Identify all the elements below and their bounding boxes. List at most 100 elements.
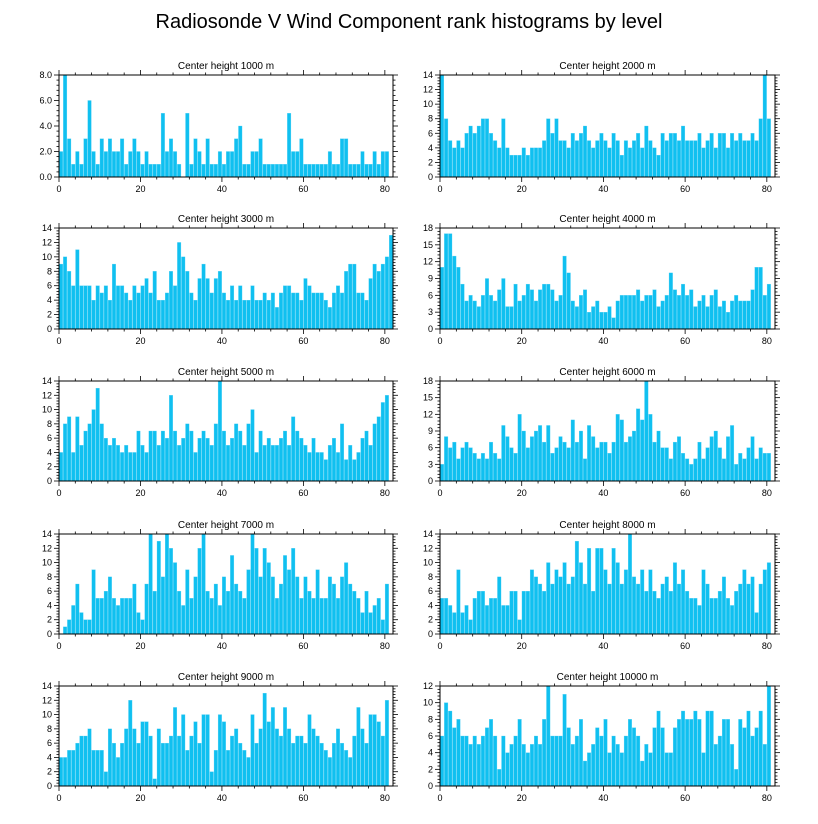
histogram-bar bbox=[677, 140, 681, 178]
panel-title: Center height 1000 m bbox=[178, 61, 274, 72]
histogram-bar bbox=[287, 113, 292, 178]
histogram-bar bbox=[742, 458, 747, 482]
histogram-bar bbox=[364, 742, 369, 787]
histogram-bar bbox=[132, 583, 137, 635]
histogram-bar bbox=[452, 255, 457, 330]
histogram-bar bbox=[380, 263, 385, 330]
histogram-bar bbox=[546, 425, 551, 482]
histogram-bar bbox=[509, 590, 514, 635]
histogram-bar bbox=[266, 299, 271, 330]
histogram-bar bbox=[558, 576, 563, 635]
histogram-bar bbox=[295, 430, 300, 482]
histogram-bar bbox=[63, 256, 68, 330]
histogram-bar bbox=[701, 569, 706, 635]
histogram-bar bbox=[664, 752, 669, 787]
panel-title: Center height 2000 m bbox=[559, 61, 655, 72]
histogram-bar bbox=[632, 295, 637, 330]
histogram-bar bbox=[226, 750, 230, 787]
y-tick-label: 4.0 bbox=[39, 121, 52, 131]
histogram-bar bbox=[116, 605, 120, 635]
histogram-bar bbox=[95, 750, 100, 787]
histogram-bar bbox=[319, 742, 324, 787]
histogram-bar bbox=[107, 299, 112, 330]
histogram-bar bbox=[480, 453, 485, 482]
histogram-bar bbox=[234, 423, 239, 482]
histogram-bar bbox=[599, 312, 604, 330]
y-tick-label: 6 bbox=[428, 290, 433, 300]
histogram-bar bbox=[542, 719, 547, 787]
y-tick-label: 12 bbox=[423, 681, 433, 691]
histogram-bar bbox=[107, 576, 112, 635]
histogram-bar bbox=[762, 744, 767, 787]
histogram-bar bbox=[209, 445, 214, 482]
histogram-bar bbox=[644, 380, 649, 482]
histogram-bar bbox=[169, 271, 173, 330]
histogram-bar bbox=[185, 423, 190, 482]
x-tick-label: 60 bbox=[680, 336, 690, 346]
x-tick-label: 0 bbox=[437, 336, 442, 346]
histogram-bar bbox=[136, 292, 141, 330]
histogram-bar bbox=[628, 719, 632, 787]
histogram-bar bbox=[738, 583, 743, 635]
histogram-bar bbox=[376, 598, 381, 635]
histogram-bar bbox=[697, 605, 702, 635]
x-tick-label: 20 bbox=[135, 793, 145, 803]
histogram-bar bbox=[542, 441, 547, 482]
histogram-bar bbox=[636, 408, 641, 482]
histogram-bar bbox=[364, 430, 369, 482]
histogram-bar bbox=[574, 540, 579, 635]
x-tick-label: 20 bbox=[517, 641, 527, 651]
histogram-bar bbox=[213, 423, 218, 482]
y-tick-label: 0 bbox=[47, 324, 52, 334]
histogram-bar bbox=[546, 562, 551, 635]
histogram-bar bbox=[389, 235, 393, 330]
histogram-bar bbox=[734, 295, 739, 330]
histogram-bar bbox=[742, 300, 747, 330]
histogram-bar bbox=[697, 133, 702, 178]
histogram-bar bbox=[587, 312, 592, 330]
histogram-bar bbox=[672, 562, 677, 635]
histogram-bar bbox=[705, 710, 710, 787]
histogram-bar bbox=[685, 140, 690, 178]
histogram-bar bbox=[140, 285, 145, 330]
histogram-bar bbox=[476, 744, 481, 787]
histogram-bar bbox=[283, 430, 287, 482]
histogram-bar bbox=[440, 735, 444, 787]
histogram-bar bbox=[144, 151, 149, 178]
histogram-bar bbox=[83, 619, 88, 635]
histogram-bar bbox=[742, 727, 747, 787]
histogram-bar bbox=[59, 757, 63, 787]
histogram-bar bbox=[513, 154, 518, 178]
histogram-bar bbox=[468, 125, 473, 178]
histogram-bar bbox=[689, 598, 694, 635]
histogram-bar bbox=[550, 453, 555, 482]
histogram-bar bbox=[505, 752, 510, 787]
histogram-bar bbox=[319, 164, 324, 178]
histogram-bar bbox=[189, 164, 194, 178]
histogram-bar bbox=[464, 441, 469, 482]
histogram-bar bbox=[156, 164, 161, 178]
y-tick-label: 8 bbox=[47, 419, 52, 429]
x-tick-label: 80 bbox=[762, 184, 772, 194]
histogram-bar bbox=[444, 233, 449, 330]
y-tick-label: 2.0 bbox=[39, 147, 52, 157]
histogram-bar bbox=[299, 138, 304, 178]
histogram-bar bbox=[250, 409, 255, 482]
panel-title: Center height 5000 m bbox=[178, 367, 274, 378]
y-tick-label: 9 bbox=[428, 426, 433, 436]
histogram-bar bbox=[311, 292, 316, 330]
histogram-bar bbox=[116, 757, 120, 787]
histogram-bar bbox=[705, 447, 710, 482]
histogram-bar bbox=[685, 590, 690, 635]
panel-title: Center height 6000 m bbox=[559, 367, 655, 378]
x-tick-label: 40 bbox=[598, 336, 608, 346]
histogram-bar bbox=[615, 414, 620, 482]
y-tick-label: 4 bbox=[47, 447, 52, 457]
histogram-bar bbox=[144, 583, 149, 635]
histogram-bar bbox=[376, 416, 381, 482]
histogram-panel: Center height 9000 m 0 2 4 6 8 10 12 14 0 20 40 60 80 bbox=[42, 672, 398, 803]
histogram-bar bbox=[91, 409, 96, 482]
histogram-bar bbox=[254, 452, 259, 482]
y-tick-label: 10 bbox=[423, 99, 433, 109]
histogram-bar bbox=[181, 256, 186, 330]
